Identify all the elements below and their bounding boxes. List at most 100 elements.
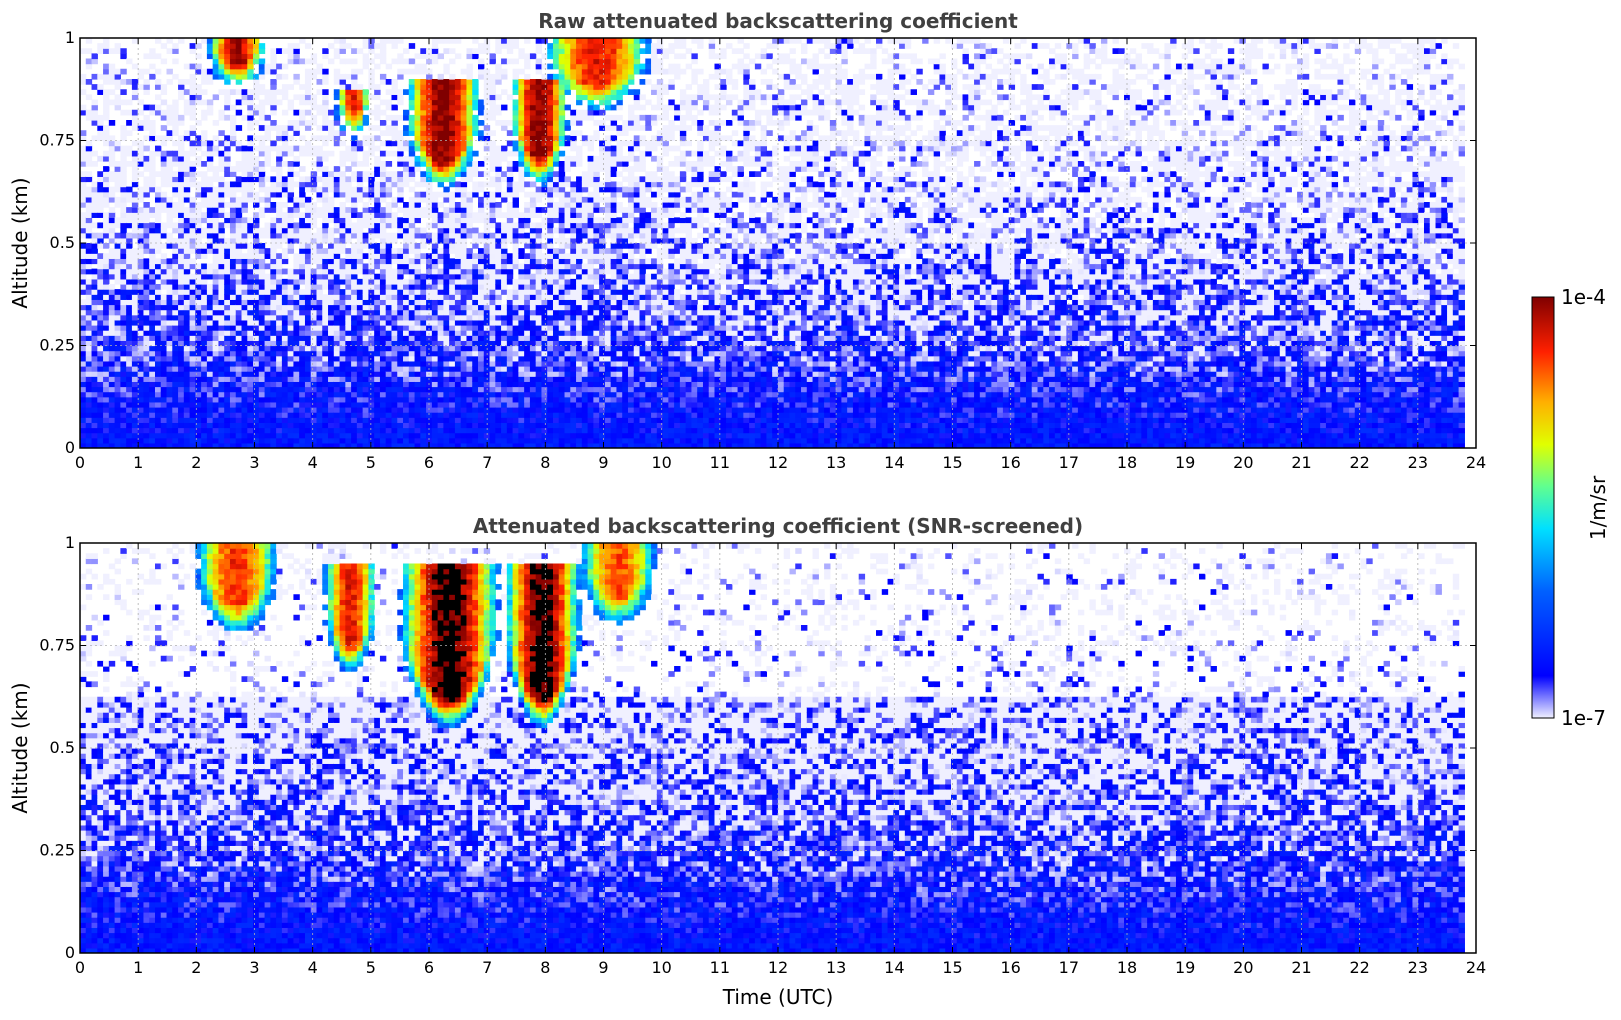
heatmap-cell (126, 381, 133, 388)
heatmap-cell (454, 442, 462, 448)
heatmap-cell (293, 442, 300, 448)
heatmap-cell (483, 304, 491, 311)
heatmap-cell (229, 104, 237, 111)
heatmap-cell (149, 73, 156, 80)
heatmap-cell (460, 304, 468, 311)
heatmap-cell (253, 366, 260, 372)
heatmap-cell (264, 114, 271, 121)
heatmap-cell (437, 437, 444, 444)
heatmap-cell (310, 99, 318, 106)
heatmap-cell (276, 217, 283, 224)
heatmap-cell (270, 84, 277, 90)
heatmap-cell (91, 150, 98, 157)
heatmap-cell (85, 263, 93, 270)
heatmap-cell (489, 299, 496, 306)
heatmap-cell (224, 319, 231, 326)
heatmap-cell (189, 161, 196, 167)
heatmap-cell (253, 376, 260, 382)
heatmap-cell (276, 294, 283, 300)
heatmap-cell (299, 335, 306, 341)
heatmap-cell (408, 212, 416, 218)
heatmap-cell (189, 150, 196, 157)
heatmap-cell (183, 325, 191, 331)
heatmap-cell (281, 360, 289, 367)
heatmap-cell (408, 145, 416, 152)
heatmap-cell (80, 278, 87, 285)
heatmap-cell (218, 376, 225, 382)
heatmap-cell (431, 268, 439, 275)
heatmap-cell (449, 330, 456, 336)
heatmap-cell (374, 417, 381, 423)
heatmap-cell (374, 161, 381, 167)
heatmap-cell (131, 309, 139, 316)
heatmap-cell (345, 319, 352, 326)
heatmap-cell (229, 43, 237, 49)
heatmap-cell (483, 289, 491, 295)
heatmap-cell (304, 355, 312, 362)
heatmap-cell (126, 99, 133, 106)
heatmap-cell (276, 222, 283, 229)
heatmap-cell (137, 217, 145, 224)
heatmap-cell (137, 99, 145, 106)
heatmap-cell (478, 135, 485, 142)
heatmap-cell (478, 381, 485, 388)
heatmap-cell (235, 278, 243, 285)
heatmap-cell (495, 345, 502, 352)
heatmap-cell (356, 417, 364, 423)
heatmap-cell (495, 48, 502, 54)
heatmap-cell (126, 217, 133, 224)
heatmap-cell (270, 407, 277, 413)
heatmap-cell (212, 58, 220, 65)
heatmap-cell (403, 232, 410, 239)
heatmap-cell (103, 304, 110, 311)
heatmap-cell (183, 135, 191, 142)
heatmap-cell (478, 366, 485, 372)
heatmap-cell (270, 401, 277, 408)
heatmap-cell (154, 371, 162, 377)
heatmap-cell (310, 391, 318, 398)
heatmap-cell (166, 38, 173, 44)
heatmap-cell (189, 319, 196, 326)
heatmap-cell (154, 442, 162, 448)
heatmap-cell (478, 181, 485, 188)
heatmap-cell (316, 176, 323, 183)
heatmap-cell (264, 289, 271, 295)
heatmap-cell (460, 263, 468, 270)
heatmap-cell (293, 145, 300, 152)
heatmap-cell (385, 99, 393, 106)
heatmap-cell (489, 176, 496, 183)
heatmap-cell (270, 422, 277, 429)
heatmap-cell (126, 340, 133, 347)
heatmap-cell (229, 371, 237, 377)
heatmap-cell (235, 437, 243, 444)
heatmap-cell (443, 330, 450, 336)
heatmap-cell (512, 335, 519, 341)
heatmap-cell (472, 237, 479, 244)
heatmap-cell (501, 73, 508, 80)
heatmap-cell (466, 325, 473, 331)
heatmap-cell (431, 196, 439, 203)
heatmap-cell (183, 243, 191, 249)
heatmap-cell (322, 125, 329, 131)
heatmap-cell (143, 232, 150, 239)
heatmap-cell (304, 150, 312, 157)
heatmap-cell (131, 171, 139, 177)
heatmap-cell (149, 248, 156, 254)
heatmap-cell (374, 248, 381, 254)
heatmap-cell (304, 99, 312, 106)
heatmap-cell (501, 191, 508, 198)
heatmap-cell (276, 212, 283, 218)
heatmap-cell (131, 248, 139, 254)
heatmap-cell (103, 319, 110, 326)
heatmap-cell (322, 386, 329, 393)
heatmap-cell (80, 155, 87, 162)
heatmap-cell (385, 278, 393, 285)
heatmap-cell (437, 427, 444, 434)
heatmap-cell (91, 196, 98, 203)
heatmap-cell (120, 263, 127, 270)
heatmap-cell (414, 191, 421, 198)
heatmap-cell (206, 268, 214, 275)
heatmap-cell (97, 325, 104, 331)
heatmap-cell (178, 181, 185, 188)
heatmap-cell (108, 407, 116, 413)
